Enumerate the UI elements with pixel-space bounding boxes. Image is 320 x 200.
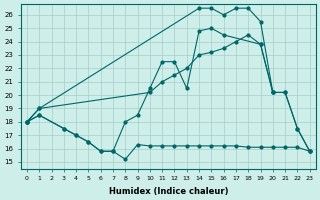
X-axis label: Humidex (Indice chaleur): Humidex (Indice chaleur): [108, 187, 228, 196]
